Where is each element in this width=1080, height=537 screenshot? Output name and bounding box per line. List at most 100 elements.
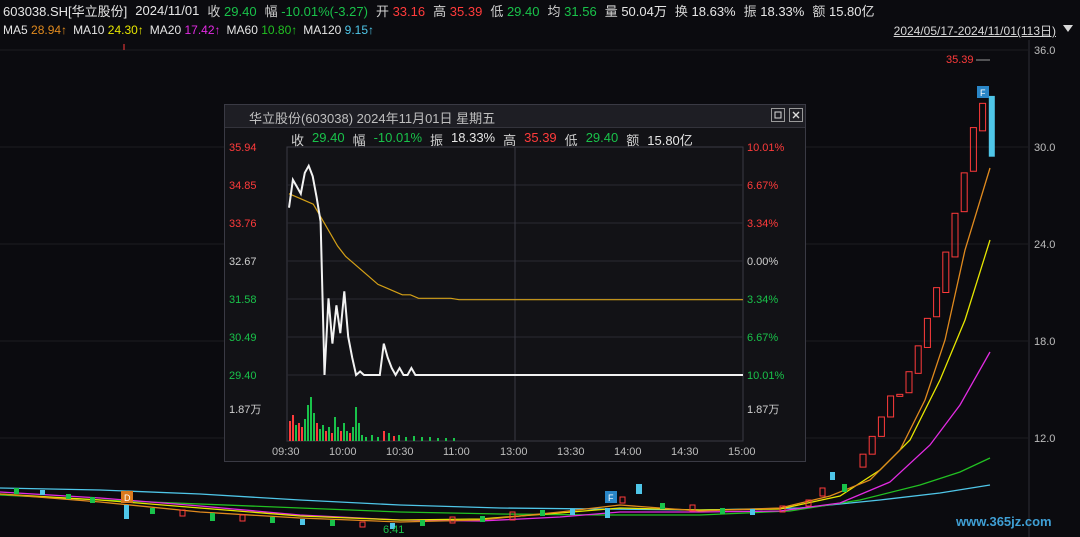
candle (988, 95, 995, 157)
pct-tick: 10.01% (747, 370, 785, 382)
date-range-selector[interactable]: 2024/05/17-2024/11/01(113日) (893, 24, 1056, 38)
open-value: 33.16 (392, 3, 426, 19)
popup-amp-label: 振 (430, 133, 444, 148)
ma60-label: MA60 (226, 23, 258, 37)
popup-amp-value: 18.33% (451, 130, 496, 145)
marker-f-high: F (977, 86, 989, 98)
maximize-icon[interactable] (771, 108, 785, 122)
ma60-line (0, 457, 991, 516)
popup-high-label: 高 (503, 133, 517, 148)
time-tick: 10:00 (329, 446, 357, 458)
ma20-value: 17.42↑ (184, 23, 221, 37)
popup-change-value: -10.01% (373, 130, 422, 145)
ma-legend: MA5 28.94↑ MA10 24.30↑ MA20 17.42↑ MA60 … (0, 21, 1080, 39)
avg-price-line (288, 193, 743, 301)
popup-title: 华立股份(603038) 2024年11月01日 星期五 (249, 111, 496, 126)
period-high-label: 35.39 (946, 54, 974, 66)
watermark: www.365jz.com (955, 514, 1052, 529)
y-tick: 36.0 (1034, 45, 1055, 57)
marker-d: D (121, 491, 133, 503)
volume-tick-right: 1.87万 (747, 404, 779, 416)
popup-change-label: 幅 (352, 133, 366, 148)
ma60-value: 10.80↑ (261, 23, 298, 37)
close-label: 收 (207, 3, 221, 19)
time-tick: 10:30 (386, 446, 414, 458)
pct-tick: 6.67% (747, 332, 778, 344)
candle (960, 172, 968, 213)
time-tick: 14:30 (671, 446, 699, 458)
candle (896, 393, 904, 397)
price-tick: 34.85 (229, 180, 257, 192)
marker-f-high-label: F (980, 88, 986, 98)
candle (887, 395, 895, 418)
turnover-value: 18.63% (691, 3, 736, 19)
triangle-down-icon[interactable] (1062, 22, 1074, 34)
intraday-chart[interactable]: 35.94 34.85 33.76 32.67 31.58 30.49 29.4… (225, 105, 805, 461)
ma5-label: MA5 (3, 23, 28, 37)
low-value: 29.40 (506, 3, 540, 19)
candle (877, 416, 885, 437)
price-tick: 31.58 (229, 294, 257, 306)
stock-code: 603038.SH[华立股份] (3, 3, 128, 19)
y-tick: 30.0 (1034, 142, 1055, 154)
candle (914, 345, 922, 374)
y-tick: 24.0 (1034, 239, 1055, 251)
popup-titlebar[interactable]: 华立股份(603038) 2024年11月01日 星期五 (225, 105, 805, 128)
vol-value: 50.04万 (621, 3, 667, 19)
open-label: 开 (375, 3, 389, 19)
ma10-value: 24.30↑ (107, 23, 144, 37)
popup-low-value: 29.40 (585, 130, 619, 145)
time-tick: 13:30 (557, 446, 585, 458)
candle (868, 435, 876, 455)
y-tick: 12.0 (1034, 433, 1055, 445)
ma120-value: 9.15↑ (344, 23, 374, 37)
time-tick: 13:00 (500, 446, 528, 458)
price-line (288, 163, 743, 378)
change-label: 幅 (264, 3, 278, 19)
avg-value: 31.56 (564, 3, 597, 19)
ma20-line (0, 351, 991, 522)
popup-quote: 收 29.40 幅 -10.01% 振 18.33% 高 35.39 低 29.… (291, 130, 693, 149)
pct-tick: 3.34% (747, 218, 778, 230)
pct-tick: 0.00% (747, 256, 778, 268)
candles-recent (859, 95, 995, 468)
candles-history (14, 472, 847, 529)
popup-amount-value: 15.80亿 (647, 133, 693, 148)
candle (969, 127, 977, 172)
marker-f-low-label: F (608, 493, 614, 503)
low-label: 低 (490, 3, 504, 19)
ma120-line (0, 484, 991, 511)
time-tick: 09:30 (272, 446, 300, 458)
marker-f-low: F (605, 491, 617, 503)
price-tick: 30.49 (229, 332, 257, 344)
period-low-label: 6.41 (383, 524, 404, 536)
time-tick: 14:00 (614, 446, 642, 458)
candle (859, 453, 867, 468)
turnover-label: 换 (674, 3, 688, 19)
amount-value: 15.80亿 (828, 3, 875, 19)
volume-tick: 1.87万 (229, 404, 261, 416)
candle (923, 317, 931, 348)
pct-tick: 6.67% (747, 180, 778, 192)
ma5-value: 28.94↑ (31, 23, 68, 37)
intraday-popup[interactable]: 华立股份(603038) 2024年11月01日 星期五 收 29.40 幅 -… (224, 104, 806, 462)
high-value: 35.39 (449, 3, 483, 19)
price-tick: 32.67 (229, 256, 257, 268)
popup-close-label: 收 (291, 133, 305, 148)
time-tick: 15:00 (728, 446, 756, 458)
popup-high-value: 35.39 (524, 130, 557, 145)
price-tick: 33.76 (229, 218, 257, 230)
volume-bars (289, 397, 455, 441)
change-value: -10.01%(-3.27) (281, 3, 368, 19)
popup-close-value: 29.40 (312, 130, 345, 145)
time-tick: 11:00 (443, 446, 470, 458)
candle (905, 371, 913, 394)
close-icon[interactable] (789, 108, 803, 122)
quote-date: 2024/11/01 (135, 2, 200, 18)
amplitude-label: 振 (743, 3, 757, 19)
popup-amount-label: 额 (626, 133, 640, 148)
candle (942, 251, 950, 293)
price-tick: 29.40 (229, 370, 257, 382)
amplitude-value: 18.33% (760, 3, 805, 19)
ma120-label: MA120 (303, 23, 342, 37)
